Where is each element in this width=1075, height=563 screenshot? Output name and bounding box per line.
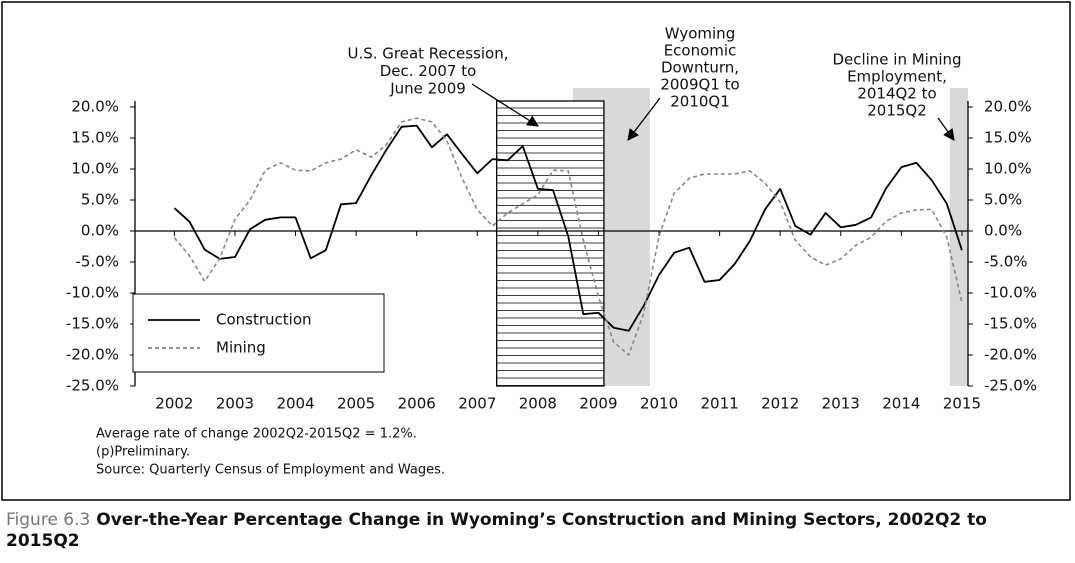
figure-label: Figure 6.3 (6, 510, 91, 530)
y-tick-label: 5.0% (81, 191, 119, 209)
note: Source: Quarterly Census of Employment a… (96, 463, 445, 478)
annotation-text: 2015Q2 (867, 102, 927, 120)
y-tick-label: -15.0% (66, 315, 119, 333)
annotation-text: June 2009 (389, 80, 466, 98)
series-line (173, 124, 963, 332)
x-tick-label: 2015 (943, 395, 981, 413)
figure-caption: Figure 6.3 Over-the-Year Percentage Chan… (6, 510, 1066, 552)
recession-period (496, 100, 605, 387)
x-tick-label: 2011 (701, 395, 739, 413)
note: (p)Preliminary. (96, 445, 190, 460)
x-tick-label: 2007 (458, 395, 496, 413)
annotation-text: 2014Q2 to (857, 85, 936, 103)
chart: 20.0% 15.0% 10.0% 5.0% 0.0% -5.0% -10.0% -15.0%… (1, 1, 1071, 501)
y-tick-label: -25.0% (66, 377, 119, 395)
y-tick-label: 0.0% (81, 222, 119, 240)
y-tick-label: 20.0% (71, 98, 119, 116)
annotation-text: Downturn, (661, 59, 739, 77)
x-tick-label: 2002 (155, 395, 193, 413)
legend-box (132, 293, 385, 373)
annotation-arrow (627, 97, 661, 141)
annotation-arrow (937, 117, 955, 141)
y-tick-label: 10.0% (71, 160, 119, 178)
legend-label: Construction (216, 311, 312, 329)
annotation-text: Dec. 2007 to (380, 62, 477, 80)
y2-tick-label: -15.0% (984, 315, 1037, 333)
annotation-text: Economic (664, 42, 737, 60)
y2-tick-label: -25.0% (984, 377, 1037, 395)
y-tick-label: -5.0% (75, 253, 119, 271)
y2-tick-label: -10.0% (984, 284, 1037, 302)
chart-title: Over-the-Year Percentage Change in Wyomi… (6, 510, 987, 551)
series-line (173, 117, 963, 356)
x-tick-label: 2013 (822, 395, 860, 413)
x-tick-label: 2009 (579, 395, 617, 413)
x-tick-label: 2003 (216, 395, 254, 413)
annotation-text: Decline in Mining (832, 51, 961, 69)
legend-label: Mining (216, 339, 266, 357)
y-tick-label: -10.0% (66, 284, 119, 302)
y2-tick-label: -5.0% (984, 253, 1028, 271)
y2-tick-label: -20.0% (984, 346, 1037, 364)
y-tick-label: 15.0% (71, 129, 119, 147)
x-tick-label: 2012 (761, 395, 799, 413)
y2-tick-label: 5.0% (984, 191, 1022, 209)
y2-tick-label: 15.0% (984, 129, 1032, 147)
y-tick-label: -20.0% (66, 346, 119, 364)
annotation-text: U.S. Great Recession, (347, 45, 508, 63)
annotation-arrow (471, 83, 539, 127)
annotation-text: 2009Q1 to (660, 76, 739, 94)
x-tick-label: 2010 (640, 395, 678, 413)
x-tick-label: 2005 (337, 395, 375, 413)
x-tick-label: 2004 (276, 395, 314, 413)
y2-tick-label: 20.0% (984, 98, 1032, 116)
y2-tick-label: 0.0% (984, 222, 1022, 240)
shaded-period (949, 88, 968, 386)
annotation-text: 2010Q1 (670, 93, 730, 111)
annotation-text: Wyoming (665, 25, 735, 43)
x-tick-label: 2014 (882, 395, 920, 413)
annotation-text: Employment, (847, 68, 947, 86)
y2-tick-label: 10.0% (984, 160, 1032, 178)
x-tick-label: 2006 (398, 395, 436, 413)
x-tick-label: 2008 (519, 395, 557, 413)
note: Average rate of change 2002Q2-2015Q2 = 1… (96, 427, 417, 442)
